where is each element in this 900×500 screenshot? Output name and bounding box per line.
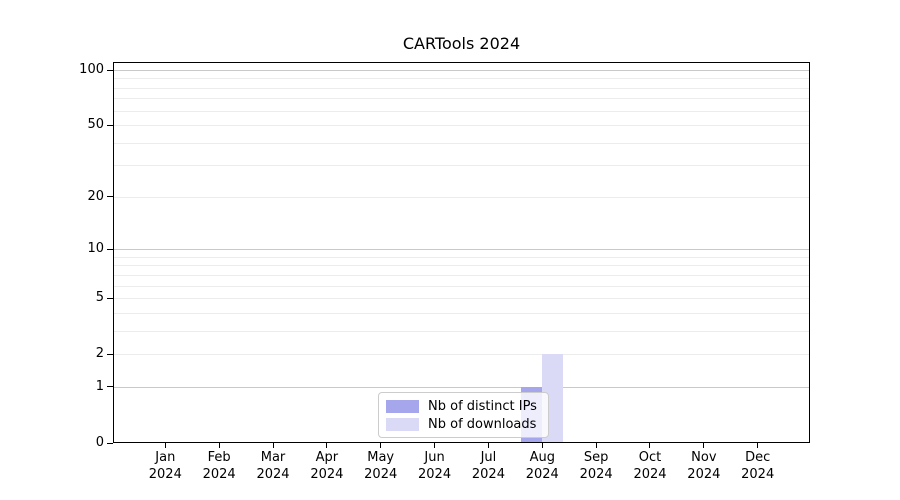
x-tick-label: Dec 2024 [726, 450, 790, 483]
minor-gridline [114, 125, 809, 127]
x-tick-mark [164, 443, 166, 448]
x-tick-mark [595, 443, 597, 448]
y-tick-label: 0 [95, 435, 104, 450]
chart-title: CARTools 2024 [402, 34, 521, 53]
minor-gridline [114, 312, 809, 314]
x-tick-mark [757, 443, 759, 448]
minor-gridline [114, 298, 809, 300]
y-tick-mark [107, 196, 113, 198]
minor-gridline [114, 354, 809, 356]
x-tick-year: 2024 [310, 466, 344, 482]
x-tick-label: Jul 2024 [456, 450, 520, 483]
x-tick-label: Sep 2024 [564, 450, 628, 483]
x-tick-month: Jul [480, 450, 497, 465]
minor-gridline [114, 98, 809, 100]
legend-item: Nb of distinct IPs [386, 399, 542, 414]
y-tick-mark [107, 248, 113, 250]
x-tick-year: 2024 [202, 466, 236, 482]
minor-gridline [114, 196, 809, 198]
x-tick-mark [541, 443, 543, 448]
x-tick-label: Mar 2024 [241, 450, 305, 483]
minor-gridline [114, 256, 809, 258]
major-gridline [114, 249, 809, 251]
x-tick-year: 2024 [256, 466, 290, 482]
y-tick-mark [107, 442, 113, 444]
y-tick-mark [107, 297, 113, 299]
x-tick-month: Mar [260, 450, 286, 465]
legend-label: Nb of downloads [428, 416, 537, 432]
y-tick-label: 2 [95, 346, 104, 362]
y-tick-mark [107, 69, 113, 71]
minor-gridline [114, 78, 809, 80]
x-tick-month: Sep [583, 450, 609, 465]
legend-label: Nb of distinct IPs [428, 398, 537, 414]
y-tick-label: 100 [79, 62, 104, 77]
x-tick-label: Oct 2024 [618, 450, 682, 483]
y-tick-label: 20 [87, 188, 104, 204]
x-tick-label: May 2024 [349, 450, 413, 483]
x-tick-month: May [367, 450, 395, 465]
y-tick-label: 1 [95, 378, 104, 394]
x-tick-label: Apr 2024 [295, 450, 359, 483]
x-tick-mark [218, 443, 220, 448]
y-tick-label: 50 [87, 117, 104, 133]
x-tick-mark [380, 443, 382, 448]
x-tick-year: 2024 [148, 466, 182, 482]
x-tick-year: 2024 [471, 466, 505, 482]
x-tick-year: 2024 [525, 466, 559, 482]
minor-gridline [114, 274, 809, 276]
x-tick-month: Jan [155, 450, 176, 465]
x-tick-month: Nov [691, 450, 717, 465]
x-tick-year: 2024 [741, 466, 775, 482]
x-tick-label: Jan 2024 [133, 450, 197, 483]
y-tick-mark [107, 353, 113, 355]
x-tick-month: Feb [207, 450, 231, 465]
x-tick-label: Jun 2024 [403, 450, 467, 483]
x-tick-mark [434, 443, 436, 448]
legend-swatch [386, 417, 419, 431]
x-tick-label: Nov 2024 [672, 450, 736, 483]
y-tick-mark [107, 386, 113, 388]
minor-gridline [114, 285, 809, 287]
major-gridline [114, 70, 809, 71]
x-tick-mark [326, 443, 328, 448]
y-tick-mark [107, 124, 113, 126]
minor-gridline [114, 265, 809, 267]
x-tick-month: Apr [315, 450, 339, 465]
x-tick-month: Oct [638, 450, 662, 465]
x-tick-mark [272, 443, 274, 448]
minor-gridline [114, 330, 809, 332]
x-tick-mark [649, 443, 651, 448]
x-tick-year: 2024 [418, 466, 452, 482]
plot-area [113, 62, 810, 443]
minor-gridline [114, 110, 809, 112]
x-tick-label: Feb 2024 [187, 450, 251, 483]
legend: Nb of distinct IPs Nb of downloads [378, 392, 549, 438]
x-tick-year: 2024 [579, 466, 613, 482]
x-tick-year: 2024 [687, 466, 721, 482]
x-tick-year: 2024 [364, 466, 398, 482]
legend-item: Nb of downloads [386, 417, 542, 432]
x-tick-mark [487, 443, 489, 448]
x-tick-year: 2024 [633, 466, 667, 482]
major-gridline [114, 386, 809, 388]
x-tick-label: Aug 2024 [510, 450, 574, 483]
x-tick-month: Dec [745, 450, 771, 465]
minor-gridline [114, 165, 809, 167]
minor-gridline [114, 142, 809, 144]
x-tick-month: Aug [529, 450, 555, 465]
y-tick-label: 5 [95, 290, 104, 306]
x-tick-month: Jun [424, 450, 445, 465]
x-tick-mark [703, 443, 705, 448]
legend-swatch [386, 399, 419, 413]
y-tick-label: 10 [87, 241, 104, 257]
minor-gridline [114, 87, 809, 89]
